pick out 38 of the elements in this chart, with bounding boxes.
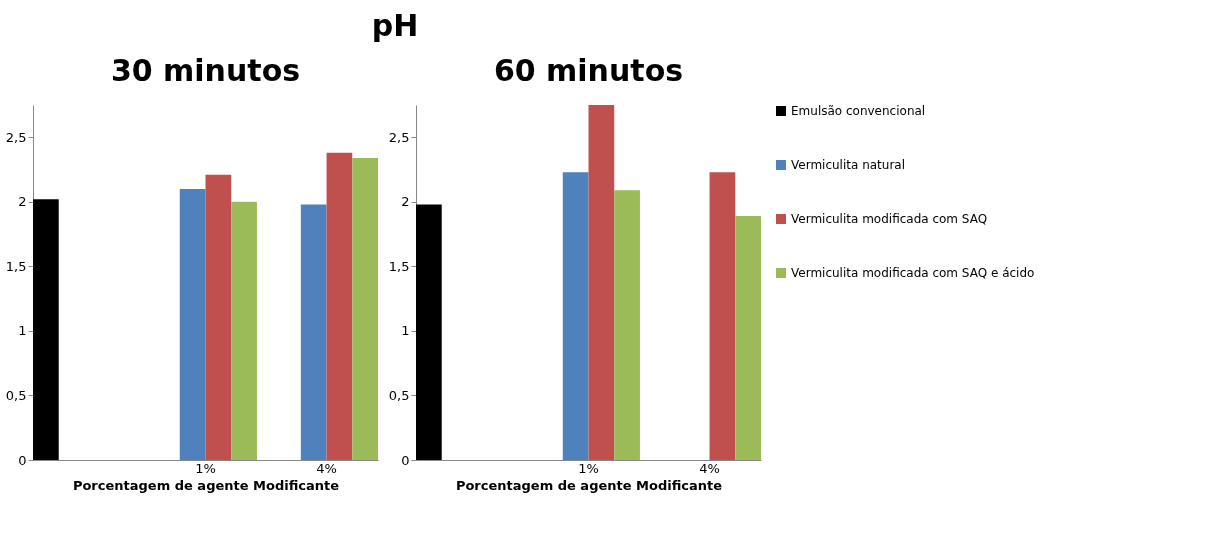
bar bbox=[352, 157, 378, 460]
y-tick-label: 0 bbox=[401, 452, 410, 468]
bar bbox=[562, 172, 589, 460]
bar bbox=[709, 172, 736, 460]
y-tick-label: 1 bbox=[401, 323, 410, 339]
y-tick-label: 2,5 bbox=[388, 129, 410, 145]
legend-label: Emulsão convencional bbox=[791, 104, 926, 118]
y-tick-label: 2,5 bbox=[5, 129, 27, 145]
chart-title: 60 minutos bbox=[493, 53, 684, 88]
x-tick-label: 4% bbox=[316, 460, 337, 476]
bar bbox=[33, 199, 59, 460]
y-tick-label: 2 bbox=[18, 194, 27, 210]
legend-label: Vermiculita modificada com SAQ bbox=[791, 212, 988, 226]
bar bbox=[735, 216, 761, 460]
y-tick-label: 0 bbox=[18, 452, 27, 468]
bar bbox=[588, 105, 615, 460]
y-tick-label: 0,5 bbox=[388, 387, 410, 403]
y-tick-label: 0,5 bbox=[5, 387, 27, 403]
y-tick-label: 1,5 bbox=[388, 258, 410, 274]
chart-title: 30 minutos bbox=[110, 53, 301, 88]
y-tick-label: 1,5 bbox=[5, 258, 27, 274]
y-tick-label: 2 bbox=[401, 194, 410, 210]
x-tick-label: 4% bbox=[699, 460, 720, 476]
legend-label: Vermiculita modificada com SAQ e ácido bbox=[791, 266, 1035, 280]
bar bbox=[300, 204, 327, 460]
x-tick-label: 1% bbox=[578, 460, 599, 476]
bar bbox=[416, 204, 442, 460]
legend-label: Vermiculita natural bbox=[791, 158, 906, 172]
x-axis-title: Porcentagem de agente Modificante bbox=[72, 477, 340, 493]
x-axis-title: Porcentagem de agente Modificante bbox=[455, 477, 723, 493]
y-tick-label: 1 bbox=[18, 323, 27, 339]
bar bbox=[179, 188, 206, 460]
bar bbox=[614, 190, 640, 460]
bar bbox=[231, 201, 257, 460]
text: pH bbox=[371, 8, 419, 43]
bar bbox=[326, 152, 353, 460]
x-tick-label: 1% bbox=[195, 460, 216, 476]
bar bbox=[205, 174, 232, 460]
